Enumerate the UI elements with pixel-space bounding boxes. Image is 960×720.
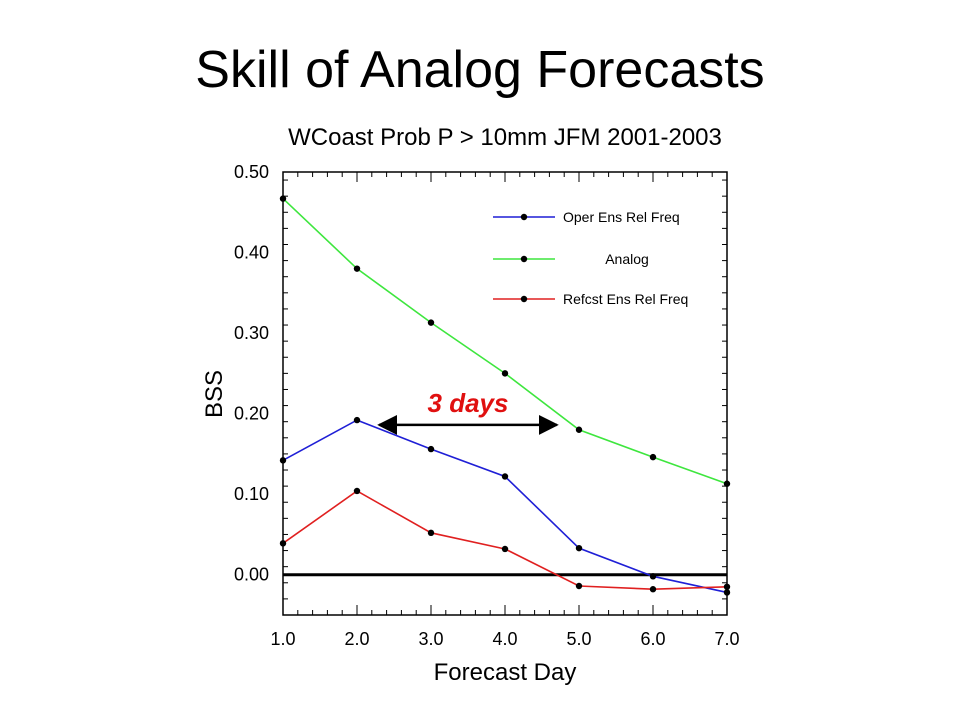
y-axis-label: BSS [201, 370, 228, 418]
data-point [279, 195, 287, 202]
legend-marker [520, 213, 528, 221]
data-point [649, 586, 657, 593]
legend-label: Oper Ens Rel Freq [563, 209, 680, 225]
x-tick-label: 6.0 [640, 629, 665, 649]
legend-marker [520, 295, 528, 303]
data-point [649, 573, 657, 580]
y-tick-label: 0.40 [234, 243, 269, 263]
series-line [282, 419, 728, 594]
x-tick-label: 7.0 [714, 629, 739, 649]
data-point [353, 265, 361, 272]
y-tick-label: 0.30 [234, 323, 269, 343]
x-tick-label: 2.0 [344, 629, 369, 649]
y-tick-label: 0.10 [234, 484, 269, 504]
data-point [575, 582, 583, 590]
data-point [575, 544, 583, 552]
data-point [279, 457, 287, 464]
y-tick-label: 0.20 [234, 404, 269, 424]
series-line [282, 197, 728, 485]
annotation-label: 3 days [428, 388, 509, 418]
legend-marker [520, 255, 528, 263]
data-point [723, 589, 731, 596]
data-point [575, 426, 583, 433]
slide-title: Skill of Analog Forecasts [195, 41, 765, 99]
y-tick-label: 0.00 [234, 565, 269, 585]
data-point [279, 540, 287, 547]
x-tick-label: 1.0 [270, 629, 295, 649]
data-point [649, 453, 657, 461]
data-point [501, 370, 509, 377]
data-point [427, 529, 435, 537]
y-tick-label: 0.50 [234, 162, 269, 182]
data-point [427, 319, 435, 326]
data-point [723, 583, 731, 591]
data-point [501, 473, 509, 480]
x-tick-label: 5.0 [566, 629, 591, 649]
data-point [353, 416, 361, 424]
x-tick-label: 4.0 [492, 629, 517, 649]
x-axis-label: Forecast Day [434, 659, 577, 686]
data-point [723, 480, 731, 487]
x-tick-label: 3.0 [418, 629, 443, 649]
chart-title: WCoast Prob P > 10mm JFM 2001-2003 [288, 124, 722, 151]
legend-label: Refcst Ens Rel Freq [563, 291, 688, 307]
legend-label: Analog [605, 251, 649, 267]
data-point [353, 487, 361, 495]
data-point [427, 445, 435, 453]
data-point [501, 545, 509, 553]
